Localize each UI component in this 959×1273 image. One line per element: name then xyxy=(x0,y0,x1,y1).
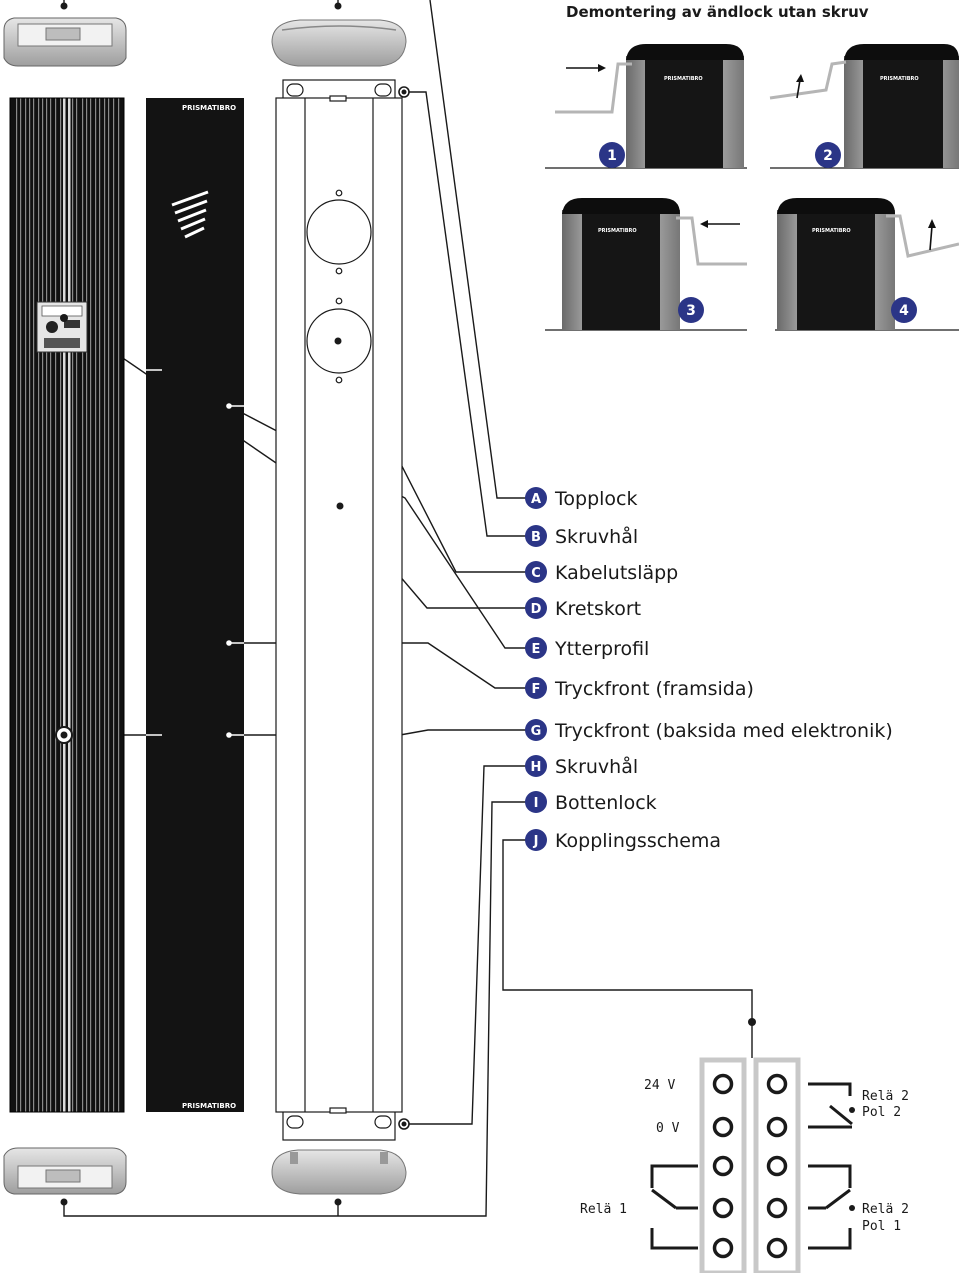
callout-f: F Tryckfront (framsida) xyxy=(525,677,754,700)
svg-text:F: F xyxy=(532,682,541,697)
profile-rib xyxy=(16,98,18,1112)
removal-step-1: PRISMATIBRO 1 xyxy=(545,44,747,169)
svg-text:A: A xyxy=(531,492,541,507)
profile-rib xyxy=(72,98,74,1112)
svg-text:PRISMATIBRO: PRISMATIBRO xyxy=(182,104,236,112)
svg-text:J: J xyxy=(533,834,539,849)
svg-text:E: E xyxy=(532,642,541,657)
top-cap-right xyxy=(271,19,407,67)
callout-label-e: Ytterprofil xyxy=(554,638,649,660)
callout-label-h: Skruvhål xyxy=(555,755,638,778)
callout-label-i: Bottenlock xyxy=(555,792,657,814)
profile-rib xyxy=(46,98,48,1112)
profile-rib xyxy=(25,98,27,1112)
svg-text:G: G xyxy=(531,724,542,739)
callout-j: J Kopplingsschema xyxy=(525,829,721,852)
removal-step-3: PRISMATIBRO 3 xyxy=(545,198,747,331)
bottom-cap-right xyxy=(271,1149,407,1195)
callout-h: H Skruvhål xyxy=(525,755,638,778)
profile-rib xyxy=(42,98,44,1112)
removal-step-2: PRISMATIBRO 2 xyxy=(769,44,959,169)
removal-guide-title: Demontering av ändlock utan skruv xyxy=(566,3,869,21)
callout-label-a: Topplock xyxy=(554,488,637,510)
back-plate xyxy=(275,79,403,1141)
front-panel: PRISMATIBRO PRISMATIBRO xyxy=(146,98,244,1112)
callout-list: A Topplock B Skruvhål C Kabelutsläpp D Krets… xyxy=(525,487,893,852)
callout-label-f: Tryckfront (framsida) xyxy=(554,678,754,700)
profile-rib xyxy=(113,98,115,1112)
label-relay-2-pol-1-pol: Pol 1 xyxy=(862,1219,901,1234)
svg-text:PRISMATIBRO: PRISMATIBRO xyxy=(182,1102,236,1110)
callout-e: E Ytterprofil xyxy=(525,637,649,660)
profile-rib xyxy=(95,98,97,1112)
svg-text:1: 1 xyxy=(607,148,617,164)
svg-text:PRISMATIBRO: PRISMATIBRO xyxy=(880,76,919,82)
profile-rib xyxy=(108,98,110,1112)
profile-rib xyxy=(90,98,92,1112)
removal-step-4: PRISMATIBRO 4 xyxy=(775,198,959,331)
profile-rib xyxy=(63,98,66,1112)
wiring-diagram: 24 V 0 V Relä 1 Relä 2 Pol 2 Relä 2 Pol … xyxy=(580,1018,909,1273)
bottom-cap-left xyxy=(3,1147,127,1195)
callout-b: B Skruvhål xyxy=(525,525,638,548)
label-relay-1: Relä 1 xyxy=(580,1202,627,1217)
label-24v: 24 V xyxy=(644,1078,675,1093)
svg-text:PRISMATIBRO: PRISMATIBRO xyxy=(812,228,851,234)
callout-i: I Bottenlock xyxy=(525,791,657,814)
terminal-holes xyxy=(712,1073,788,1259)
profile-rib xyxy=(82,98,84,1112)
wifi-logo xyxy=(171,190,209,239)
callout-label-b: Skruvhål xyxy=(555,525,638,548)
circuit-board xyxy=(36,301,88,353)
callout-label-d: Kretskort xyxy=(555,598,641,620)
svg-text:4: 4 xyxy=(899,303,909,319)
profile-rib xyxy=(60,98,62,1112)
callout-label-g: Tryckfront (baksida med elektronik) xyxy=(554,720,893,742)
callout-a: A Topplock xyxy=(525,487,637,510)
profile-rib xyxy=(50,98,52,1112)
svg-text:3: 3 xyxy=(686,303,696,319)
callout-label-j: Kopplingsschema xyxy=(555,830,721,852)
profile-rib xyxy=(33,98,35,1112)
profile-rib xyxy=(38,98,40,1112)
svg-text:PRISMATIBRO: PRISMATIBRO xyxy=(664,76,703,82)
label-0v: 0 V xyxy=(656,1121,680,1136)
callout-g: G Tryckfront (baksida med elektronik) xyxy=(525,719,893,742)
svg-text:D: D xyxy=(531,602,542,617)
svg-text:B: B xyxy=(531,530,541,545)
profile-rib xyxy=(68,98,71,1112)
profile-rib xyxy=(86,98,88,1112)
profile-rib xyxy=(76,98,78,1112)
callout-label-c: Kabelutsläpp xyxy=(555,562,678,584)
svg-text:I: I xyxy=(534,796,539,811)
callout-c: C Kabelutsläpp xyxy=(525,561,678,584)
profile-rib xyxy=(55,98,57,1112)
profile-rib xyxy=(20,98,22,1112)
label-relay-2-pol-1-relay: Relä 2 xyxy=(862,1202,909,1217)
profile-rib xyxy=(104,98,106,1112)
svg-text:2: 2 xyxy=(823,148,833,164)
label-relay-2-pol-2-relay: Relä 2 xyxy=(862,1089,909,1104)
callout-d: D Kretskort xyxy=(525,597,641,620)
profile-rib xyxy=(29,98,31,1112)
svg-text:PRISMATIBRO: PRISMATIBRO xyxy=(598,228,637,234)
svg-text:H: H xyxy=(531,760,542,775)
label-relay-2-pol-2-pol: Pol 2 xyxy=(862,1105,901,1120)
top-cap-left xyxy=(3,17,127,67)
profile-rib xyxy=(99,98,101,1112)
svg-text:C: C xyxy=(531,566,541,581)
outer-profile xyxy=(9,97,125,1113)
profile-rib xyxy=(118,98,120,1112)
